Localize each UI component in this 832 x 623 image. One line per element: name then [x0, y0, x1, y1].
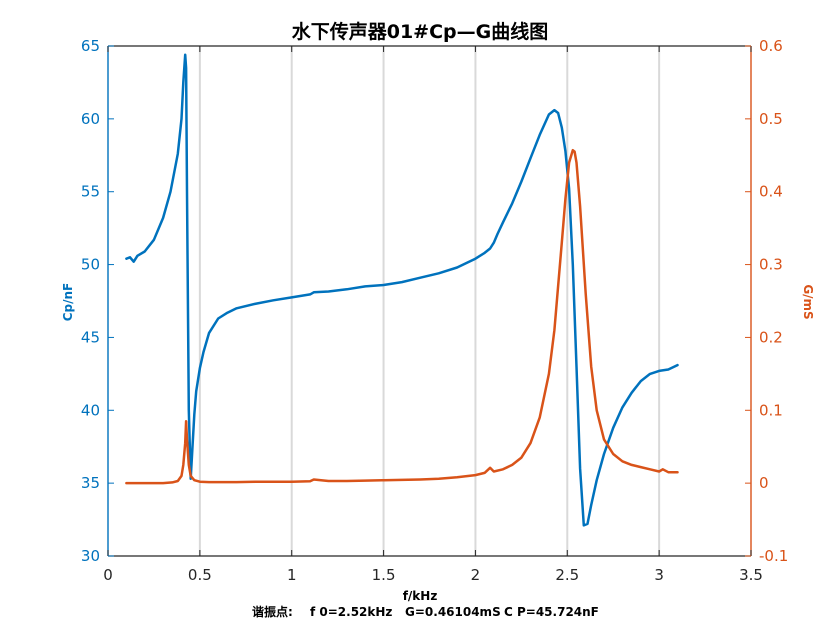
y-left-tick-label: 35: [81, 474, 100, 492]
y-left-tick-label: 45: [81, 328, 100, 346]
y-left-tick-label: 50: [81, 256, 100, 274]
cp-series-line: [125, 53, 679, 527]
resonance-conductance: G=0.46104mS: [405, 605, 501, 619]
y-left-tick-label: 60: [81, 110, 100, 128]
resonance-label: 谐振点:: [252, 604, 293, 619]
tick-labels: 0 0.5 1 1.5 2 2.5 3 3.5 30 35 40 45 50 55 60 65 -0.1 0 0.1…: [81, 37, 788, 584]
y-right-tick-label: 0.4: [759, 183, 783, 201]
x-axis-label: f/kHz: [403, 589, 438, 603]
x-tick-label: 3: [654, 566, 664, 584]
y-left-tick-label: 40: [81, 401, 100, 419]
x-tick-label: 1: [287, 566, 297, 584]
y-left-tick-label: 65: [81, 37, 100, 55]
y-right-tick-label: 0.5: [759, 110, 783, 128]
chart-title: 水下传声器01#Cp—G曲线图: [292, 20, 549, 43]
g-series-line: [125, 148, 679, 485]
resonance-capacitance: C P=45.724nF: [504, 605, 599, 619]
y-axis-left-label: Cp/nF: [61, 283, 75, 322]
y-right-tick-label: 0.6: [759, 37, 783, 55]
series-layer: [125, 53, 679, 527]
y-right-tick-label: 0.1: [759, 401, 783, 419]
y-right-tick-label: -0.1: [759, 547, 788, 565]
y-right-tick-label: 0.2: [759, 328, 783, 346]
resonance-frequency: f 0=2.52kHz: [310, 605, 392, 619]
x-tick-label: 0.5: [188, 566, 212, 584]
y-right-tick-label: 0: [759, 474, 769, 492]
x-tick-label: 0: [103, 566, 113, 584]
x-tick-label: 2: [471, 566, 481, 584]
grid: [198, 46, 661, 556]
x-tick-label: 1.5: [372, 566, 396, 584]
y-axis-right-label: G/mS: [801, 284, 815, 319]
resonance-note: 谐振点: f 0=2.52kHz G=0.46104mS C P=45.724n…: [252, 604, 599, 619]
axes: [107, 45, 752, 557]
x-tick-label: 3.5: [739, 566, 763, 584]
y-left-tick-label: 55: [81, 183, 100, 201]
y-right-tick-label: 0.3: [759, 256, 783, 274]
x-tick-label: 2.5: [555, 566, 579, 584]
y-left-tick-label: 30: [81, 547, 100, 565]
